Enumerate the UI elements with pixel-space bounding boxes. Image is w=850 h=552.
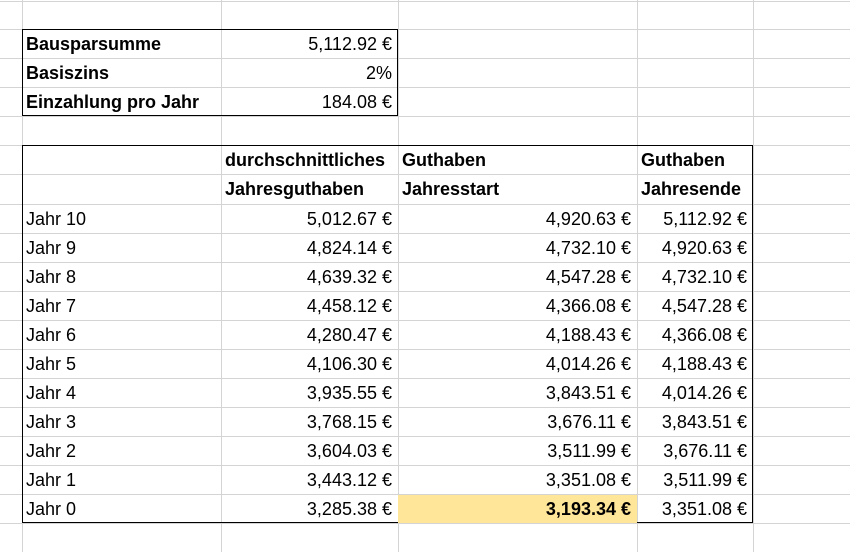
cell-start-balance[interactable]: 4,014.26 € bbox=[545, 354, 631, 374]
cell-start-balance[interactable]: 3,843.51 € bbox=[545, 383, 631, 403]
header-end-line1[interactable]: Guthaben bbox=[641, 150, 725, 170]
cell-start-balance[interactable]: 4,547.28 € bbox=[545, 267, 631, 287]
cell-start-balance[interactable]: 3,511.99 € bbox=[547, 441, 631, 461]
cell-end-balance[interactable]: 3,843.51 € bbox=[661, 412, 747, 432]
cell-avg-balance[interactable]: 4,280.47 € bbox=[306, 325, 392, 345]
summary-value-einzahlung[interactable]: 184.08 € bbox=[321, 92, 392, 112]
cell-start-balance[interactable]: 4,920.63 € bbox=[545, 209, 631, 229]
cell-year[interactable]: Jahr 2 bbox=[26, 441, 77, 461]
cell-avg-balance[interactable]: 3,285.38 € bbox=[306, 499, 392, 519]
cell-end-balance[interactable]: 3,511.99 € bbox=[663, 470, 747, 490]
cell-avg-balance[interactable]: 3,443.12 € bbox=[306, 470, 392, 490]
cell-end-balance[interactable]: 4,014.26 € bbox=[661, 383, 747, 403]
cell-avg-balance[interactable]: 3,768.15 € bbox=[306, 412, 392, 432]
table-box bbox=[22, 145, 753, 523]
summary-label-einzahlung[interactable]: Einzahlung pro Jahr bbox=[26, 92, 200, 112]
cell-year[interactable]: Jahr 9 bbox=[26, 238, 77, 258]
cell-end-balance[interactable]: 4,547.28 € bbox=[661, 296, 747, 316]
cell-end-balance[interactable]: 4,732.10 € bbox=[661, 267, 747, 287]
cell-year[interactable]: Jahr 7 bbox=[26, 296, 77, 316]
cell-end-balance[interactable]: 4,920.63 € bbox=[661, 238, 747, 258]
summary-value-basiszins[interactable]: 2% bbox=[365, 63, 392, 83]
cell-year[interactable]: Jahr 6 bbox=[26, 325, 77, 345]
header-start-line1[interactable]: Guthaben bbox=[402, 150, 486, 170]
cell-end-balance[interactable]: 4,188.43 € bbox=[661, 354, 747, 374]
cell-start-balance[interactable]: 4,732.10 € bbox=[545, 238, 631, 258]
cell-year[interactable]: Jahr 1 bbox=[26, 470, 77, 490]
summary-value-bausparsumme[interactable]: 5,112.92 € bbox=[308, 34, 392, 54]
header-end-line2[interactable]: Jahresende bbox=[641, 179, 742, 199]
summary-label-bausparsumme[interactable]: Bausparsumme bbox=[26, 34, 162, 54]
cell-year[interactable]: Jahr 4 bbox=[26, 383, 77, 403]
cell-end-balance[interactable]: 3,676.11 € bbox=[663, 441, 747, 461]
cell-start-balance[interactable]: 4,188.43 € bbox=[545, 325, 631, 345]
cell-year[interactable]: Jahr 5 bbox=[26, 354, 77, 374]
cell-start-balance[interactable]: 3,193.34 € bbox=[398, 495, 637, 523]
cell-year[interactable]: Jahr 8 bbox=[26, 267, 77, 287]
cell-start-balance[interactable]: 3,676.11 € bbox=[547, 412, 631, 432]
cell-avg-balance[interactable]: 3,604.03 € bbox=[306, 441, 392, 461]
summary-label-basiszins[interactable]: Basiszins bbox=[26, 63, 110, 83]
cell-end-balance[interactable]: 5,112.92 € bbox=[663, 209, 747, 229]
cell-year[interactable]: Jahr 10 bbox=[26, 209, 87, 229]
header-avg-line1[interactable]: durchschnittliches bbox=[225, 150, 386, 170]
cell-end-balance[interactable]: 4,366.08 € bbox=[661, 325, 747, 345]
cell-avg-balance[interactable]: 3,935.55 € bbox=[306, 383, 392, 403]
cell-avg-balance[interactable]: 4,106.30 € bbox=[306, 354, 392, 374]
cell-start-balance[interactable]: 4,366.08 € bbox=[545, 296, 631, 316]
cell-year[interactable]: Jahr 3 bbox=[26, 412, 77, 432]
cell-end-balance[interactable]: 3,351.08 € bbox=[661, 499, 747, 519]
cell-avg-balance[interactable]: 4,639.32 € bbox=[306, 267, 392, 287]
cell-start-balance[interactable]: 3,351.08 € bbox=[545, 470, 631, 490]
header-start-line2[interactable]: Jahresstart bbox=[402, 179, 500, 199]
header-empty-cell[interactable] bbox=[22, 146, 221, 204]
summary-box bbox=[22, 29, 398, 116]
header-avg-line2[interactable]: Jahresguthaben bbox=[225, 179, 365, 199]
cell-avg-balance[interactable]: 4,824.14 € bbox=[306, 238, 392, 258]
cell-year[interactable]: Jahr 0 bbox=[26, 499, 77, 519]
cell-avg-balance[interactable]: 4,458.12 € bbox=[306, 296, 392, 316]
cell-avg-balance[interactable]: 5,012.67 € bbox=[306, 209, 392, 229]
